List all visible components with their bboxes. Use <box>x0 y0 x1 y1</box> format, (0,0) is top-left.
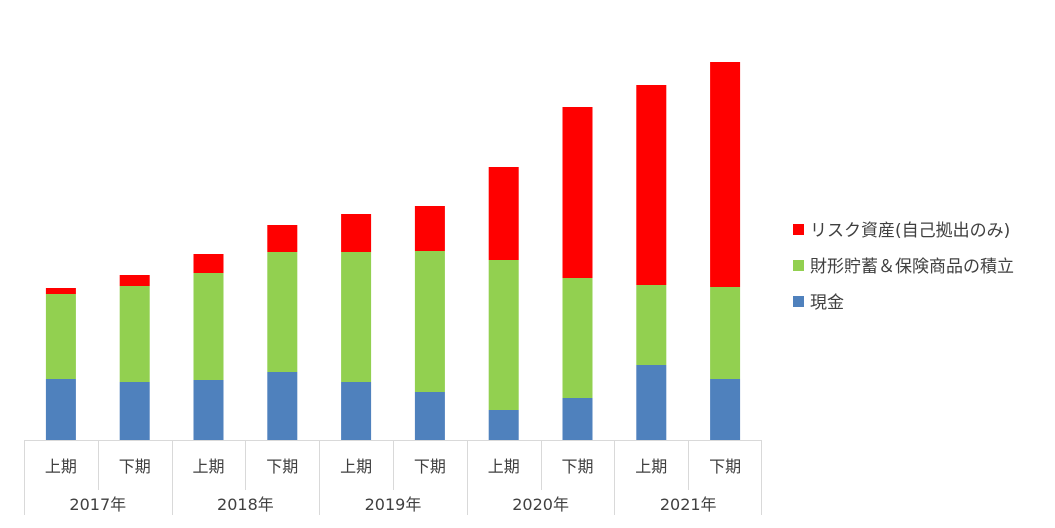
bar-segment-s1-c9 <box>710 287 741 379</box>
bar-segment-s2-c9 <box>710 62 741 287</box>
bar-segment-s0-c9 <box>710 379 741 440</box>
tick-label-half: 上期 <box>340 457 372 476</box>
tick-label-half: 下期 <box>119 457 151 476</box>
bar-segment-s1-c2 <box>193 273 224 380</box>
bar-segment-s2-c3 <box>267 225 298 252</box>
bars-layer <box>45 62 741 440</box>
bar-segment-s0-c5 <box>414 392 445 440</box>
bar-segment-s0-c6 <box>488 410 519 440</box>
bar-segment-s1-c7 <box>562 278 593 398</box>
bar-segment-s0-c8 <box>636 365 667 440</box>
bar-segment-s0-c7 <box>562 398 593 440</box>
tick-label-half: 下期 <box>414 457 446 476</box>
bar-segment-s1-c3 <box>267 252 298 372</box>
bar-segment-s1-c8 <box>636 285 667 365</box>
legend-swatch <box>793 260 804 271</box>
bar-segment-s2-c5 <box>414 206 445 251</box>
tick-label-year: 2018年 <box>217 495 274 514</box>
bar-segment-s1-c1 <box>119 286 150 382</box>
bar-segment-s0-c4 <box>341 382 372 440</box>
bar-segment-s0-c2 <box>193 380 224 440</box>
category-axis: 上期 下期 上期 下期 上期 下期 上期 下期 上期 下期 2017年 2018年 2019年 2020年… <box>24 440 762 515</box>
legend-label: 財形貯蓄＆保険商品の積立 <box>810 257 1014 277</box>
bar-segment-s1-c5 <box>414 251 445 392</box>
tick-label-year: 2021年 <box>660 495 717 514</box>
tick-label-half: 下期 <box>266 457 298 476</box>
bar-segment-s2-c0 <box>45 288 76 294</box>
tick-label-half: 上期 <box>45 457 77 476</box>
bar-segment-s1-c4 <box>341 252 372 382</box>
bar-segment-s1-c6 <box>488 260 519 410</box>
bar-segment-s2-c7 <box>562 107 593 278</box>
bar-segment-s0-c3 <box>267 372 298 440</box>
bar-segment-s0-c0 <box>45 379 76 440</box>
bar-segment-s2-c6 <box>488 167 519 260</box>
bar-segment-s0-c1 <box>119 382 150 440</box>
legend-label: リスク資産(自己拠出のみ) <box>810 221 1010 241</box>
tick-label-half: 上期 <box>488 457 520 476</box>
bar-segment-s2-c1 <box>119 275 150 286</box>
tick-label-half: 上期 <box>192 457 224 476</box>
bar-segment-s2-c4 <box>341 214 372 252</box>
tick-label-year: 2020年 <box>512 495 569 514</box>
legend-swatch <box>793 224 804 235</box>
tick-label-year: 2019年 <box>365 495 422 514</box>
tick-label-half: 上期 <box>635 457 667 476</box>
bar-segment-s2-c2 <box>193 254 224 273</box>
tick-label-half: 下期 <box>709 457 741 476</box>
bar-segment-s1-c0 <box>45 294 76 379</box>
legend-label: 現金 <box>810 293 844 313</box>
tick-label-year: 2017年 <box>69 495 126 514</box>
bar-segment-s2-c8 <box>636 85 667 285</box>
tick-label-half: 下期 <box>561 457 593 476</box>
legend-swatch <box>793 296 804 307</box>
